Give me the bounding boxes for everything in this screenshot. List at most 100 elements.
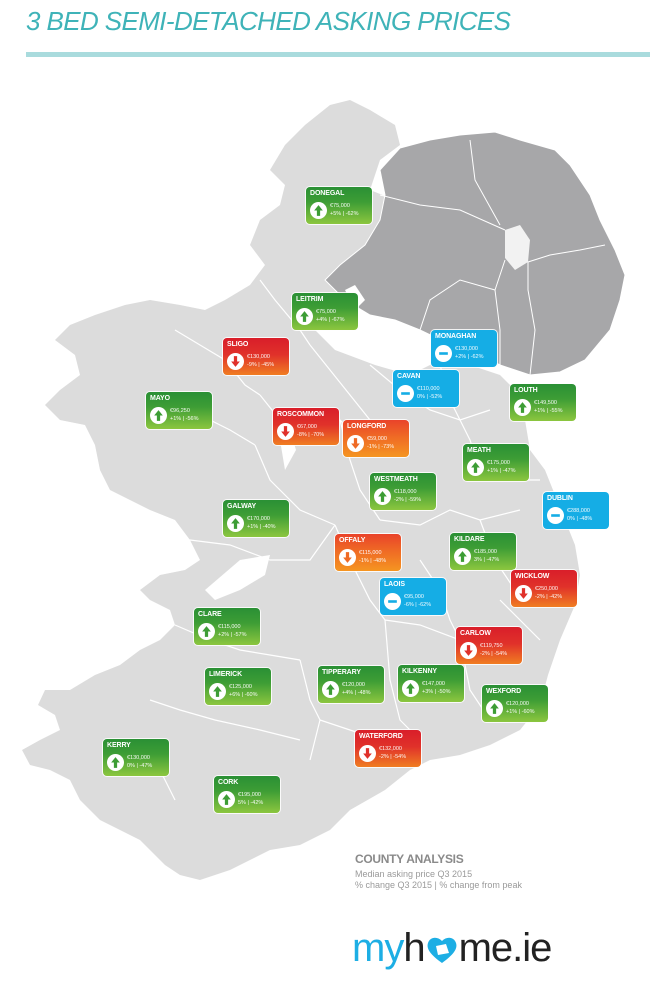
county-badge-kerry[interactable]: KERRY €130,000 0% | -47%	[103, 739, 169, 776]
county-name: WICKLOW	[515, 573, 550, 580]
percent-change: 0% | -52%	[417, 394, 443, 400]
county-badge-dublin[interactable]: DUBLIN €288,000 0% | -48%	[543, 492, 609, 529]
tree-arrow-up-icon	[227, 515, 244, 532]
county-name: WESTMEATH	[374, 476, 418, 483]
tree-arrow-up-icon	[467, 459, 484, 476]
county-badge-wicklow[interactable]: WICKLOW €250,000 -2% | -42%	[511, 570, 577, 607]
tree-arrow-up-icon	[107, 754, 124, 771]
arrow-down-icon	[359, 745, 376, 762]
median-price: €67,000	[297, 424, 317, 430]
county-name: WEXFORD	[486, 688, 522, 695]
county-badge-roscommon[interactable]: ROSCOMMON €67,000 -8% | -70%	[273, 408, 339, 445]
county-badge-mayo[interactable]: MAYO €96,250 +1% | -56%	[146, 392, 212, 429]
median-price: €147,000	[422, 681, 445, 687]
median-price: €96,250	[170, 408, 190, 414]
percent-change: +2% | -57%	[218, 632, 247, 638]
minus-icon	[397, 385, 414, 402]
county-badge-waterford[interactable]: WATERFORD €132,000 -2% | -54%	[355, 730, 421, 767]
county-badge-sligo[interactable]: SLIGO €130,000 -9% | -45%	[223, 338, 289, 375]
arrow-down-icon	[277, 423, 294, 440]
percent-change: +4% | -48%	[342, 690, 371, 696]
median-price: €175,000	[487, 460, 510, 466]
percent-change: +1% | -60%	[506, 709, 535, 715]
northern-ireland-shape	[324, 131, 626, 376]
median-price: €75,000	[330, 203, 350, 209]
median-price: €130,000	[127, 755, 150, 761]
tree-arrow-up-icon	[402, 680, 419, 697]
county-badge-monaghan[interactable]: MONAGHAN €130,000 +2% | -62%	[431, 330, 497, 367]
arrow-down-icon	[347, 435, 364, 452]
legend-line-change: % change Q3 2015 | % change from peak	[355, 880, 522, 890]
median-price: €132,000	[379, 746, 402, 752]
county-badge-donegal[interactable]: DONEGAL €75,000 +5% | -62%	[306, 187, 372, 224]
county-badge-tipperary[interactable]: TIPPERARY €120,000 +4% | -48%	[318, 666, 384, 703]
county-badge-kilkenny[interactable]: KILKENNY €147,000 +3% | -50%	[398, 665, 464, 702]
percent-change: +1% | -40%	[247, 524, 276, 530]
county-name: CORK	[218, 779, 239, 786]
county-name: CARLOW	[460, 630, 491, 637]
median-price: €120,000	[506, 701, 529, 707]
median-price: €250,000	[535, 586, 558, 592]
county-name: WATERFORD	[359, 733, 403, 740]
median-price: €75,000	[316, 309, 336, 315]
county-badge-clare[interactable]: CLARE €115,000 +2% | -57%	[194, 608, 260, 645]
heart-house-icon	[425, 930, 459, 963]
tree-arrow-up-icon	[209, 683, 226, 700]
percent-change: 5% | -42%	[238, 800, 264, 806]
minus-icon	[547, 507, 564, 524]
county-badge-longford[interactable]: LONGFORD €59,000 -1% | -73%	[343, 420, 409, 457]
county-name: GALWAY	[227, 503, 257, 510]
percent-change: +4% | -67%	[316, 317, 345, 323]
percent-change: +5% | -62%	[330, 211, 359, 217]
county-badge-laois[interactable]: LAOIS €95,000 -6% | -62%	[380, 578, 446, 615]
tree-arrow-up-icon	[150, 407, 167, 424]
arrow-down-icon	[460, 642, 477, 659]
percent-change: +1% | -47%	[487, 468, 516, 474]
tree-arrow-up-icon	[454, 548, 471, 565]
median-price: €130,000	[247, 354, 270, 360]
arrow-down-icon	[339, 549, 356, 566]
county-badge-cavan[interactable]: CAVAN €110,000 0% | -52%	[393, 370, 459, 407]
logo-text-me-ie: me.ie	[458, 926, 553, 970]
county-badge-kildare[interactable]: KILDARE €185,000 3% | -47%	[450, 533, 516, 570]
county-badge-westmeath[interactable]: WESTMEATH €118,000 -2% | -59%	[370, 473, 436, 510]
tree-arrow-up-icon	[218, 791, 235, 808]
county-name: DONEGAL	[310, 190, 345, 197]
percent-change: -1% | -73%	[367, 444, 395, 450]
county-badge-cork[interactable]: CORK €195,000 5% | -42%	[214, 776, 280, 813]
median-price: €149,500	[534, 400, 557, 406]
percent-change: 0% | -48%	[567, 516, 593, 522]
county-name: OFFALY	[339, 537, 366, 544]
county-badge-carlow[interactable]: CARLOW €119,750 -2% | -54%	[456, 627, 522, 664]
percent-change: -2% | -54%	[480, 651, 508, 657]
county-badge-leitrim[interactable]: LEITRIM €75,000 +4% | -67%	[292, 293, 358, 330]
county-badge-limerick[interactable]: LIMERICK €125,000 +6% | -60%	[205, 668, 271, 705]
median-price: €195,000	[238, 792, 261, 798]
county-name: LAOIS	[384, 581, 405, 588]
county-name: KERRY	[107, 742, 131, 749]
percent-change: +3% | -50%	[422, 689, 451, 695]
percent-change: 0% | -47%	[127, 763, 153, 769]
percent-change: -2% | -59%	[394, 497, 422, 503]
county-name: LONGFORD	[347, 423, 387, 430]
myhome-logo[interactable]: my h me.ie	[352, 926, 553, 970]
county-badge-meath[interactable]: MEATH €175,000 +1% | -47%	[463, 444, 529, 481]
map-legend: COUNTY ANALYSIS Median asking price Q3 2…	[355, 852, 522, 891]
county-badge-galway[interactable]: GALWAY €170,000 +1% | -40%	[223, 500, 289, 537]
percent-change: -9% | -45%	[247, 362, 275, 368]
county-name: DUBLIN	[547, 495, 573, 502]
title-divider	[26, 52, 650, 57]
county-name: MEATH	[467, 447, 491, 454]
median-price: €185,000	[474, 549, 497, 555]
percent-change: -8% | -70%	[297, 432, 325, 438]
percent-change: 3% | -47%	[474, 557, 500, 563]
county-name: MONAGHAN	[435, 333, 477, 340]
county-badge-offaly[interactable]: OFFALY €115,000 -1% | -48%	[335, 534, 401, 571]
county-name: LEITRIM	[296, 296, 324, 303]
tree-arrow-up-icon	[322, 681, 339, 698]
county-name: SLIGO	[227, 341, 249, 348]
median-price: €110,000	[417, 386, 440, 392]
county-badge-wexford[interactable]: WEXFORD €120,000 +1% | -60%	[482, 685, 548, 722]
county-name: MAYO	[150, 395, 170, 402]
county-badge-louth[interactable]: LOUTH €149,500 +1% | -55%	[510, 384, 576, 421]
